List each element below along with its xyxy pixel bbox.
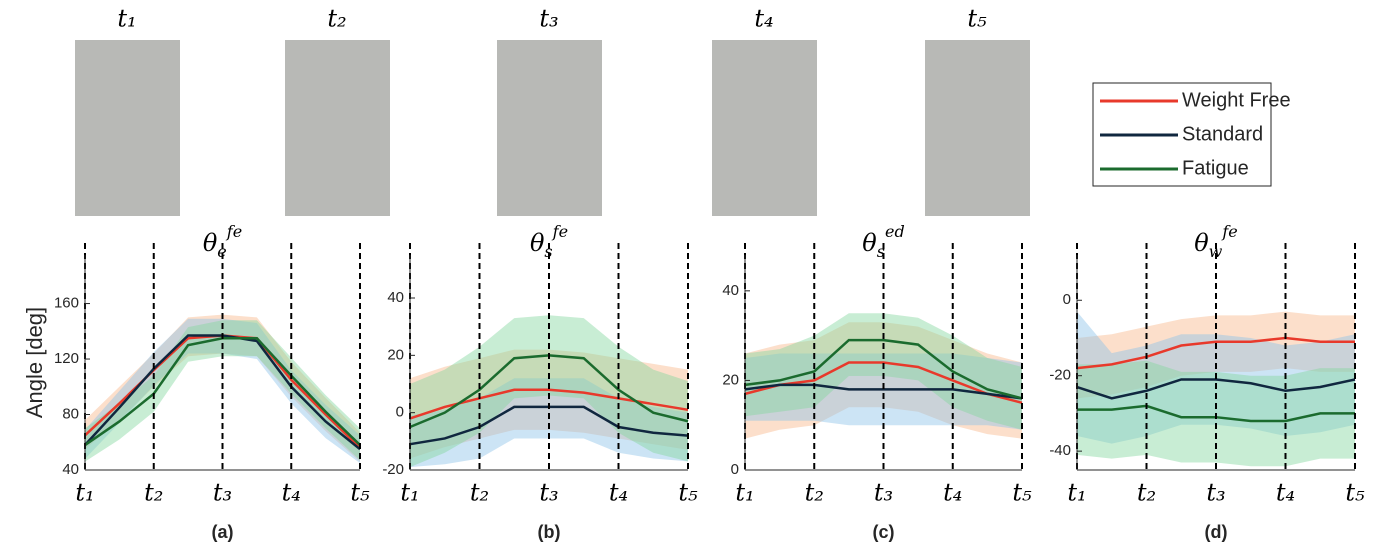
line	[744, 361, 1023, 405]
line	[744, 383, 1023, 400]
photo	[75, 40, 180, 216]
y-tick-label: 0	[396, 404, 404, 421]
x-tick-label: t₁	[735, 479, 754, 507]
title-sup: fe	[1221, 222, 1237, 241]
y-tick-label: 160	[54, 295, 79, 312]
title-sub: s	[544, 242, 552, 261]
photo	[497, 40, 602, 216]
legend-label: Weight Free	[1182, 89, 1291, 111]
y-tick-label: 20	[387, 346, 404, 363]
title-sup: fe	[226, 222, 242, 241]
y-tick-label: -40	[1049, 442, 1071, 459]
y-axis-label: Angle [deg]	[22, 307, 47, 418]
x-tick-label: t₄	[943, 479, 962, 507]
title-sub: e	[217, 242, 226, 261]
x-tick-label: t₁	[400, 479, 419, 507]
legend-label: Fatigue	[1182, 157, 1249, 179]
chart-title: θwfe	[1194, 222, 1238, 261]
legend-label: Standard	[1182, 123, 1263, 145]
band	[745, 313, 1022, 430]
x-tick-label: t₂	[144, 479, 163, 507]
x-tick-label: t₃	[539, 479, 558, 507]
photo	[285, 40, 390, 216]
line	[744, 338, 1023, 400]
chart-title: θefe	[203, 222, 242, 261]
panel-label: (c)	[873, 522, 895, 542]
photo	[712, 40, 817, 216]
x-tick-label: t₂	[1137, 479, 1156, 507]
x-tick-label: t₅	[678, 479, 698, 507]
panel-label: (d)	[1205, 522, 1228, 542]
line	[1076, 378, 1356, 400]
chart-title: θsfe	[530, 222, 568, 261]
line	[1076, 336, 1355, 370]
title-symbol: θ	[1194, 229, 1209, 257]
x-tick-label: t₃	[213, 479, 232, 507]
y-tick-label: -20	[1049, 367, 1071, 384]
y-tick-label: 80	[62, 405, 79, 422]
photo-label: t₂	[327, 5, 346, 33]
x-tick-label: t₃	[1206, 479, 1225, 507]
photo-label: t₁	[117, 5, 136, 33]
y-tick-label: 0	[731, 461, 739, 478]
title-sub: w	[1209, 242, 1223, 261]
y-tick-label: 40	[62, 461, 79, 478]
y-tick-label: 20	[722, 371, 739, 388]
title-symbol: θ	[203, 229, 218, 257]
x-tick-label: t₅	[1012, 479, 1032, 507]
x-tick-label: t₅	[350, 479, 370, 507]
panel-label: (a)	[212, 522, 234, 542]
photo	[925, 40, 1030, 216]
x-tick-label: t₄	[282, 479, 301, 507]
x-tick-label: t₁	[75, 479, 94, 507]
x-tick-label: t₁	[1067, 479, 1086, 507]
y-tick-label: 40	[722, 282, 739, 299]
y-tick-label: 0	[1063, 291, 1071, 308]
photo-label: t₃	[539, 5, 558, 33]
chart-title: θsed	[862, 222, 904, 261]
photos: t₁ t₂ t₃ t₄ t₅	[75, 5, 1030, 216]
panel-label: (b)	[538, 522, 561, 542]
band	[745, 322, 1022, 439]
title-symbol: θ	[530, 229, 545, 257]
title-symbol: θ	[862, 229, 877, 257]
x-tick-label: t₅	[1345, 479, 1365, 507]
x-tick-label: t₄	[609, 479, 628, 507]
x-tick-label: t₄	[1276, 479, 1295, 507]
title-sup: fe	[552, 222, 568, 241]
y-tick-label: 40	[387, 289, 404, 306]
x-tick-label: t₃	[874, 479, 893, 507]
title-sub: s	[877, 242, 885, 261]
title-sup: ed	[885, 222, 905, 241]
photo-label: t₅	[967, 5, 987, 33]
x-tick-label: t₂	[805, 479, 824, 507]
x-tick-label: t₂	[470, 479, 489, 507]
y-tick-label: -20	[382, 461, 404, 478]
y-tick-label: 120	[54, 350, 79, 367]
photo-label: t₄	[754, 5, 773, 33]
